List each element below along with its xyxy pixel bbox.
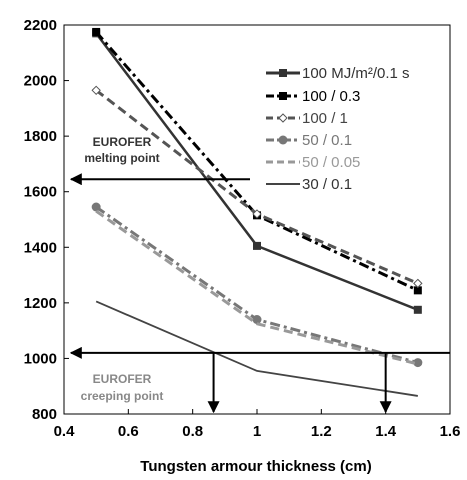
plot-area bbox=[91, 27, 423, 397]
data-point bbox=[252, 315, 262, 325]
data-point bbox=[252, 209, 262, 219]
data-point bbox=[413, 305, 422, 314]
x-tick-label: 1 bbox=[253, 423, 261, 440]
y-tick-label: 2200 bbox=[24, 17, 57, 34]
legend-marker bbox=[279, 69, 287, 77]
data-point bbox=[92, 27, 101, 36]
legend: 100 MJ/m²/0.1 s 100 / 0.3 100 / 1 50 / 0.1 5… bbox=[266, 65, 410, 193]
melting-label-line1: EUROFER bbox=[93, 135, 152, 149]
legend-marker bbox=[279, 92, 287, 100]
series-line-4 bbox=[95, 209, 419, 366]
data-point bbox=[413, 278, 423, 289]
y-tick-label: 1200 bbox=[24, 295, 57, 312]
data-point bbox=[91, 202, 101, 212]
x-tick-label: 1.6 bbox=[440, 423, 461, 440]
series-line-1 bbox=[95, 30, 419, 292]
legend-entry-5: 30 / 0.1 bbox=[302, 176, 352, 193]
series-line-5 bbox=[95, 300, 418, 397]
creeping-label-line2: creeping point bbox=[81, 389, 164, 403]
y-tick-label: 1000 bbox=[24, 350, 57, 367]
series-line-3 bbox=[95, 205, 419, 365]
legend-marker bbox=[278, 135, 288, 145]
data-point bbox=[413, 286, 422, 295]
legend-entry-2: 100 / 1 bbox=[302, 110, 348, 127]
y-tick-label: 1800 bbox=[24, 128, 57, 145]
melting-label-line2: melting point bbox=[84, 151, 159, 165]
x-axis-label: Tungsten armour thickness (cm) bbox=[140, 458, 371, 475]
x-tick-label: 0.4 bbox=[54, 423, 76, 440]
data-point bbox=[253, 241, 261, 250]
legend-entry-4: 50 / 0.05 bbox=[302, 154, 360, 171]
x-tick-label: 0.6 bbox=[118, 423, 139, 440]
x-tick-label: 0.8 bbox=[182, 423, 203, 440]
legend-marker bbox=[278, 113, 288, 123]
series-line-2 bbox=[95, 89, 419, 285]
legend-entry-3: 50 / 0.1 bbox=[302, 132, 352, 149]
data-point bbox=[413, 358, 423, 368]
y-tick-label: 2000 bbox=[24, 73, 57, 90]
y-tick-label: 1600 bbox=[24, 184, 57, 201]
legend-entry-0: 100 MJ/m²/0.1 s bbox=[302, 65, 410, 82]
legend-entry-1: 100 / 0.3 bbox=[302, 88, 360, 105]
data-point bbox=[91, 85, 101, 96]
x-tick-label: 1.2 bbox=[311, 423, 332, 440]
y-tick-label: 800 bbox=[32, 406, 57, 423]
y-tick-label: 1400 bbox=[24, 239, 57, 256]
annotations: EUROFER melting point EUROFER creeping poin… bbox=[69, 135, 450, 414]
x-tick-label: 1.4 bbox=[375, 423, 397, 440]
axes: 800 1000 1200 1400 1600 1800 2000 2200 0.4 0.6 0.8… bbox=[24, 17, 461, 440]
creeping-label-line1: EUROFER bbox=[93, 372, 152, 386]
